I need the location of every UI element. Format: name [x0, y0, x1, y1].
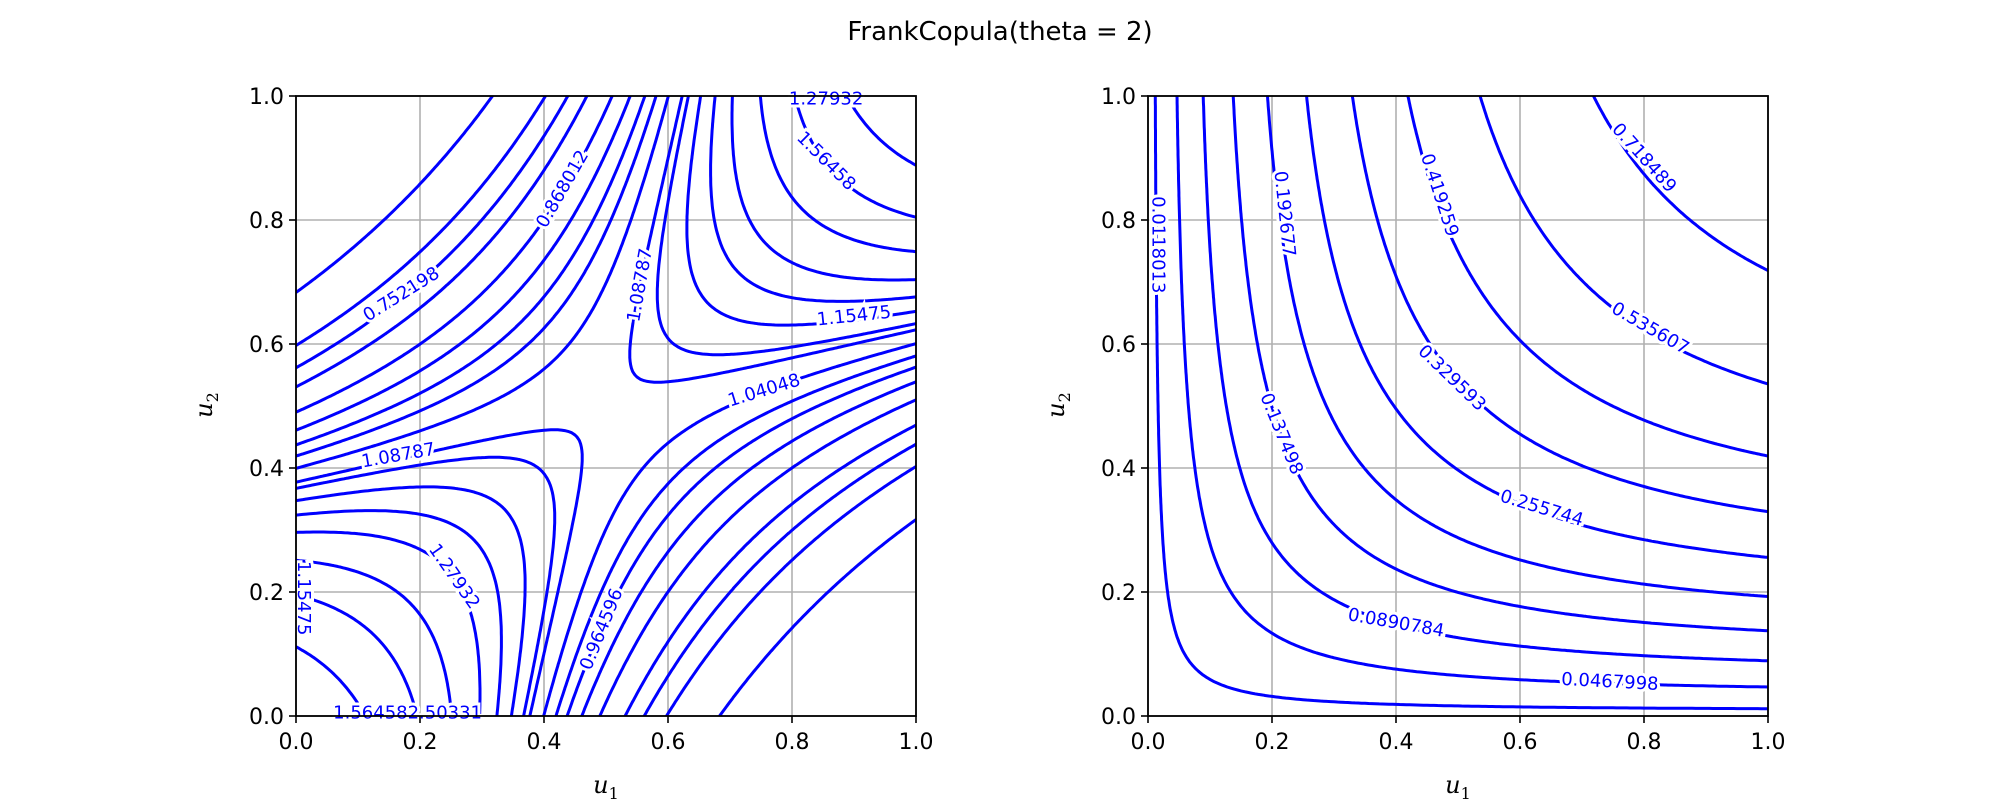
right-x-tick-label: 0.0: [1131, 730, 1166, 755]
left-contour-line: [296, 96, 916, 716]
left-contour-label: 1.56458: [333, 702, 407, 723]
right-contour-line: [1153, 96, 1768, 711]
left-y-tick-label: 0.8: [249, 209, 284, 234]
right-contour-line: [1266, 96, 1768, 598]
left-contour-line: [296, 96, 916, 716]
left-y-tick-label: 0.4: [249, 457, 284, 482]
right-axes-border: [1147, 95, 1769, 717]
right-contour-label: 0.137498: [1255, 390, 1307, 478]
right-ticks: 0.0 0.2 0.4 0.6 0.8 1.0 0.0 0.2 0.4 0.6 0.8 1.0: [1101, 85, 1786, 755]
left-contour-line: [296, 96, 916, 716]
right-x-tick-label: 0.2: [1255, 730, 1290, 755]
left-contour-line: [296, 96, 916, 716]
left-contour-line: [296, 96, 916, 716]
left-contour-line: [296, 96, 916, 716]
left-contour-label: 0.868012: [532, 147, 593, 232]
right-contour-line: [1201, 96, 1768, 663]
left-contour-plot: 0.7521980.8680121.087871.564581.154751.0…: [190, 85, 934, 800]
right-y-tick-label: 0.4: [1101, 457, 1136, 482]
left-ticks: 0.0 0.2 0.4 0.6 0.8 1.0 0.0 0.2 0.4 0.6 0.8 1.0: [249, 85, 934, 755]
left-contour-line: [296, 96, 916, 716]
right-contour-line: [1305, 96, 1768, 559]
right-y-tick-label: 0.8: [1101, 209, 1136, 234]
left-contour-line: [296, 96, 916, 716]
right-x-tick-label: 1.0: [1751, 730, 1786, 755]
right-x-axis-label: u1: [1445, 771, 1471, 800]
left-contour-label: 1.27932: [424, 540, 484, 613]
left-contour-label: 1.15475: [293, 561, 314, 635]
right-contour-label: 0.329593: [1414, 341, 1490, 416]
left-contour-line: [296, 96, 916, 716]
right-contour-label: 0.0467998: [1561, 669, 1659, 695]
right-contour-label: 0.535607: [1608, 298, 1693, 359]
left-contour-label: 1.56458: [792, 127, 859, 194]
right-y-tick-label: 0.0: [1101, 705, 1136, 730]
right-contour-line: [1478, 96, 1768, 386]
left-contour-label: 1.27932: [789, 89, 863, 110]
left-y-tick-label: 0.6: [249, 333, 284, 358]
right-contour-line: [1592, 96, 1768, 272]
right-x-tick-label: 0.4: [1379, 730, 1414, 755]
right-x-tick-label: 0.8: [1627, 730, 1662, 755]
left-axes-border: [295, 95, 917, 717]
right-grid: [1147, 95, 1769, 717]
right-contour-label: 0.0118013: [1147, 196, 1168, 293]
left-x-axis-label: u1: [593, 771, 619, 800]
left-contour-label: 1.08787: [623, 247, 657, 324]
right-y-tick-label: 0.6: [1101, 333, 1136, 358]
left-axes-frame: [295, 95, 917, 717]
left-x-tick-label: 0.6: [651, 730, 686, 755]
right-y-axis-label: u2: [1042, 392, 1074, 418]
left-y-tick-label: 0.2: [249, 581, 284, 606]
left-y-tick-label: 0.0: [249, 705, 284, 730]
right-x-tick-label: 0.6: [1503, 730, 1538, 755]
left-contour-label: 1.15475: [816, 302, 892, 331]
right-contour-line: [1406, 96, 1768, 458]
figure-title: FrankCopula(theta = 2): [847, 17, 1152, 47]
left-x-tick-label: 1.0: [899, 730, 934, 755]
left-x-tick-label: 0.2: [403, 730, 438, 755]
left-x-tick-label: 0.0: [279, 730, 314, 755]
right-y-tick-label: 0.2: [1101, 581, 1136, 606]
right-contour-line: [1350, 96, 1768, 514]
left-contour-line: [296, 96, 916, 716]
left-contour-label: 2.50331: [408, 702, 482, 723]
right-axes-frame: [1147, 95, 1769, 717]
left-contour-line: [296, 96, 916, 716]
right-y-tick-label: 1.0: [1101, 85, 1136, 110]
left-x-tick-label: 0.8: [775, 730, 810, 755]
right-contour-line: [1175, 96, 1768, 689]
right-contour-label: 0.192677: [1269, 170, 1299, 258]
left-contour-line: [296, 96, 916, 716]
left-contour-lines: [296, 96, 916, 716]
right-contour-label: 0.419259: [1416, 151, 1463, 239]
left-y-axis-label: u2: [190, 392, 222, 418]
left-contour-label: 1.04048: [725, 370, 802, 412]
left-contour-line: [296, 96, 916, 716]
right-contour-lines: [1153, 96, 1768, 711]
left-y-tick-label: 1.0: [249, 85, 284, 110]
right-contour-line: [1231, 96, 1768, 633]
left-x-tick-label: 0.4: [527, 730, 562, 755]
right-contour-label: 0.255744: [1498, 486, 1586, 531]
